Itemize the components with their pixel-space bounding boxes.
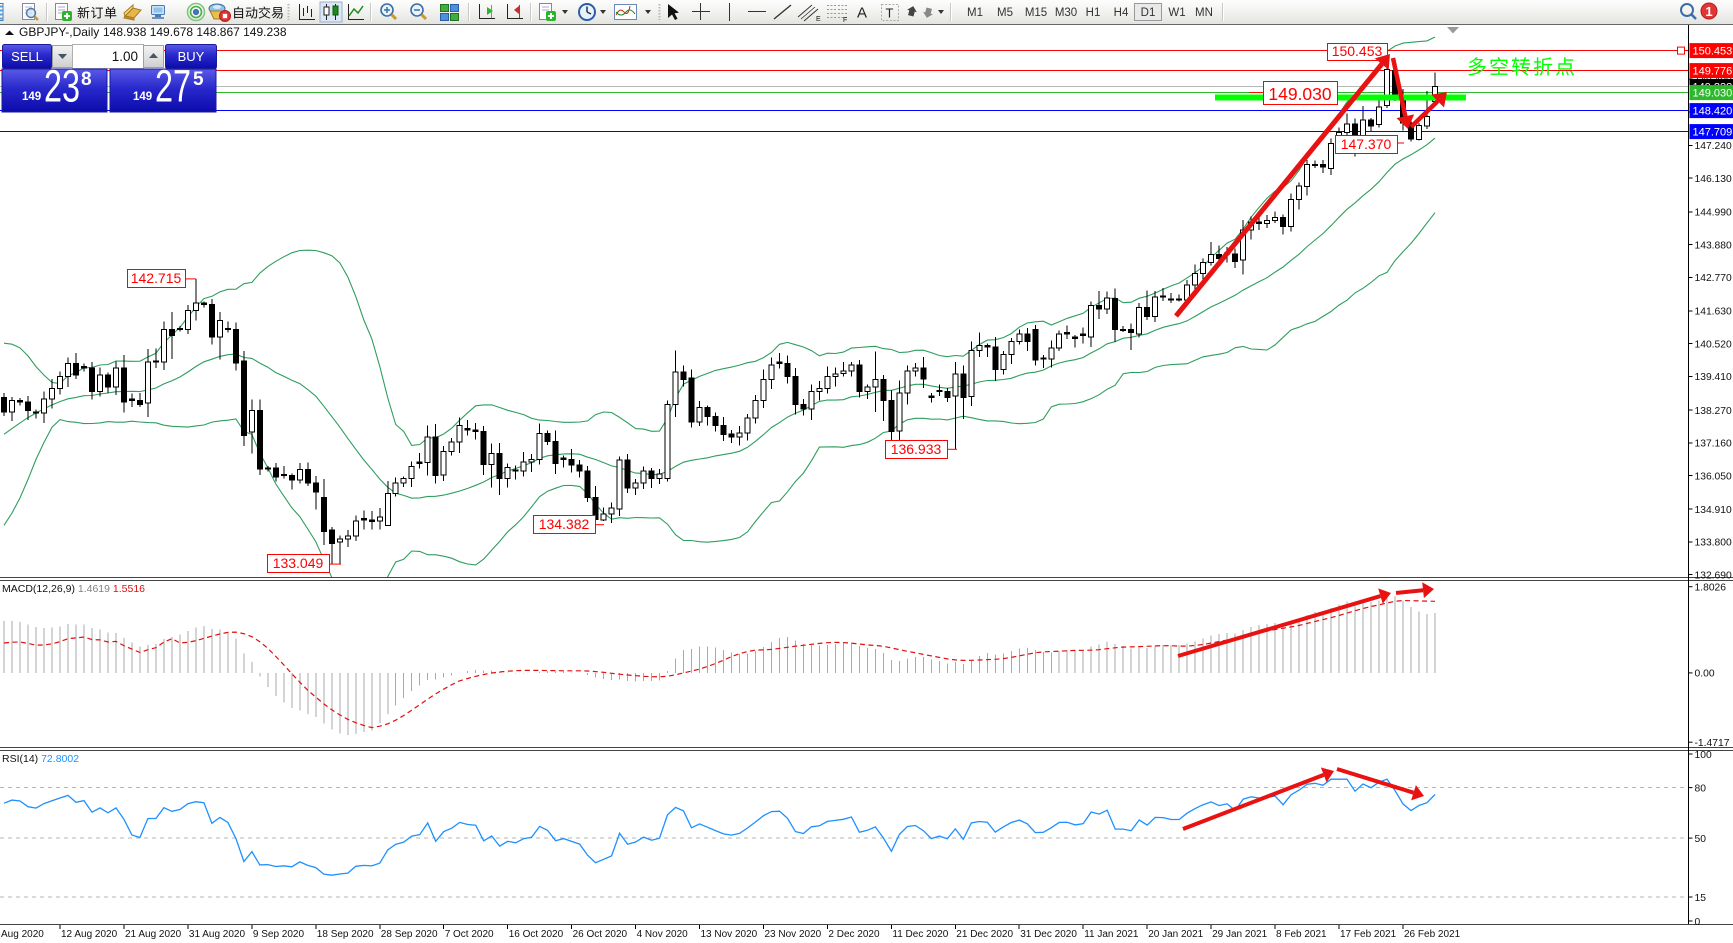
svg-text:31 Dec 2020: 31 Dec 2020 <box>1020 929 1077 940</box>
svg-text:18 Sep 2020: 18 Sep 2020 <box>317 929 374 940</box>
svg-text:A: A <box>857 5 867 22</box>
svg-text:147.240: 147.240 <box>1695 141 1732 152</box>
svg-text:148.938 149.678 148.867 149.23: 148.938 149.678 148.867 149.238 <box>103 25 287 39</box>
svg-text:12 Aug 2020: 12 Aug 2020 <box>61 929 118 940</box>
svg-text:100: 100 <box>1695 750 1712 761</box>
svg-text:133.049: 133.049 <box>273 555 324 571</box>
svg-text:M30: M30 <box>1055 7 1077 19</box>
svg-text:M1: M1 <box>967 7 983 19</box>
svg-text:80: 80 <box>1695 783 1707 794</box>
svg-text:W1: W1 <box>1168 7 1185 19</box>
svg-text:23: 23 <box>44 62 80 111</box>
svg-text:136.050: 136.050 <box>1695 471 1732 482</box>
svg-text:147.709: 147.709 <box>1693 127 1733 139</box>
svg-text:21 Dec 2020: 21 Dec 2020 <box>956 929 1013 940</box>
svg-text:23 Nov 2020: 23 Nov 2020 <box>765 929 822 940</box>
svg-text:150.453: 150.453 <box>1332 43 1383 59</box>
svg-text:E: E <box>816 16 821 23</box>
svg-text:2 Dec 2020: 2 Dec 2020 <box>828 929 880 940</box>
svg-text:133.800: 133.800 <box>1695 538 1732 549</box>
svg-text:149: 149 <box>22 91 41 103</box>
svg-text:150.453: 150.453 <box>1693 46 1733 58</box>
svg-text:26 Feb 2021: 26 Feb 2021 <box>1404 929 1461 940</box>
svg-text:BUY: BUY <box>178 49 205 64</box>
svg-text:149.776: 149.776 <box>1693 66 1733 78</box>
svg-text:MN: MN <box>1195 7 1213 19</box>
svg-text:31 Aug 2020: 31 Aug 2020 <box>189 929 246 940</box>
svg-text:142.715: 142.715 <box>131 270 182 286</box>
svg-text:H1: H1 <box>1086 7 1101 19</box>
svg-text:M15: M15 <box>1025 7 1047 19</box>
svg-text:1.00: 1.00 <box>112 49 138 64</box>
svg-text:-1.4717: -1.4717 <box>1695 738 1730 749</box>
svg-text:138.270: 138.270 <box>1695 406 1732 417</box>
svg-text:143.880: 143.880 <box>1695 240 1732 251</box>
svg-text:137.160: 137.160 <box>1695 439 1732 450</box>
svg-text:134.382: 134.382 <box>539 516 590 532</box>
svg-text:9 Sep 2020: 9 Sep 2020 <box>253 929 305 940</box>
svg-text:26 Oct 2020: 26 Oct 2020 <box>573 929 628 940</box>
svg-text:T: T <box>886 6 894 21</box>
svg-text:SELL: SELL <box>11 49 43 64</box>
svg-text:F: F <box>843 17 847 24</box>
svg-text:H4: H4 <box>1114 7 1129 19</box>
svg-text:141.630: 141.630 <box>1695 307 1732 318</box>
svg-text:M5: M5 <box>997 7 1013 19</box>
svg-text:136.933: 136.933 <box>891 441 942 457</box>
svg-text:28 Sep 2020: 28 Sep 2020 <box>381 929 438 940</box>
svg-text:7 Oct 2020: 7 Oct 2020 <box>445 929 494 940</box>
svg-text:15: 15 <box>1695 893 1707 904</box>
svg-text:MACD(12,26,9) 1.4619 1.5516: MACD(12,26,9) 1.4619 1.5516 <box>2 583 145 595</box>
svg-text:RSI(14) 72.8002: RSI(14) 72.8002 <box>2 753 79 765</box>
svg-text:134.910: 134.910 <box>1695 505 1732 516</box>
svg-text:149.030: 149.030 <box>1693 88 1733 100</box>
svg-text:144.990: 144.990 <box>1695 208 1732 219</box>
svg-text:11 Jan 2021: 11 Jan 2021 <box>1084 929 1139 940</box>
svg-text:17 Feb 2021: 17 Feb 2021 <box>1340 929 1397 940</box>
svg-text:8 Feb 2021: 8 Feb 2021 <box>1276 929 1327 940</box>
svg-text:27: 27 <box>155 62 191 111</box>
svg-text:149: 149 <box>133 91 152 103</box>
svg-text:149.030: 149.030 <box>1268 84 1332 104</box>
svg-text:8: 8 <box>81 69 92 90</box>
svg-text:142.770: 142.770 <box>1695 273 1732 284</box>
svg-text:132.690: 132.690 <box>1695 570 1732 581</box>
svg-text:50: 50 <box>1695 834 1707 845</box>
svg-text:1.8026: 1.8026 <box>1695 583 1727 594</box>
svg-text:146.130: 146.130 <box>1695 174 1732 185</box>
svg-text:13 Nov 2020: 13 Nov 2020 <box>701 929 758 940</box>
svg-text:0: 0 <box>1695 917 1701 928</box>
svg-text:20 Jan 2021: 20 Jan 2021 <box>1148 929 1203 940</box>
svg-text:140.520: 140.520 <box>1695 340 1732 351</box>
svg-text:D1: D1 <box>1141 7 1156 19</box>
svg-text:0.00: 0.00 <box>1695 669 1715 680</box>
svg-text:21 Aug 2020: 21 Aug 2020 <box>125 929 182 940</box>
svg-text:11 Dec 2020: 11 Dec 2020 <box>892 929 948 940</box>
svg-text:29 Jan 2021: 29 Jan 2021 <box>1212 929 1267 940</box>
svg-text:GBPJPY-,Daily: GBPJPY-,Daily <box>19 25 99 39</box>
svg-text:16 Oct 2020: 16 Oct 2020 <box>509 929 564 940</box>
svg-text:147.370: 147.370 <box>1341 136 1392 152</box>
svg-text:139.410: 139.410 <box>1695 372 1732 383</box>
svg-text:Aug 2020: Aug 2020 <box>1 929 44 940</box>
svg-text:148.420: 148.420 <box>1693 106 1733 118</box>
svg-text:5: 5 <box>193 69 204 90</box>
svg-text:1: 1 <box>1705 4 1712 19</box>
svg-text:4 Nov 2020: 4 Nov 2020 <box>637 929 689 940</box>
